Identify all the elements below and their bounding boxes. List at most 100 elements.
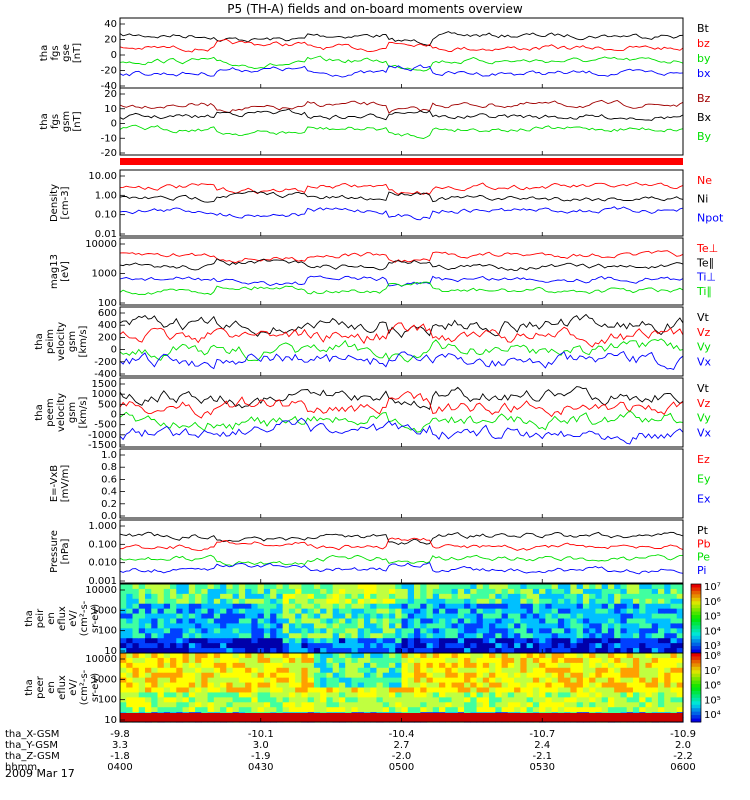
heatmap-cell	[532, 667, 540, 674]
heatmap-cell	[657, 643, 665, 649]
heatmap-cell	[476, 707, 484, 713]
heatmap-cell	[145, 682, 152, 689]
heatmap-cell	[407, 707, 415, 713]
y-axis-label-line: eflux	[57, 606, 68, 631]
heatmap-cell	[245, 682, 252, 689]
heatmap-cell	[651, 667, 659, 674]
heatmap-cell	[270, 697, 277, 703]
heatmap-cell	[245, 702, 252, 708]
heatmap-cell	[489, 623, 496, 629]
legend-Ey: Ey	[697, 473, 711, 486]
heatmap-cell	[301, 667, 309, 674]
orbit-value: 2.0	[675, 740, 691, 751]
heatmap-cell	[151, 662, 159, 669]
heatmap-cell	[157, 677, 165, 684]
heatmap-cell	[470, 672, 478, 679]
panel-frame	[119, 448, 684, 519]
heatmap-cell	[564, 657, 571, 664]
heatmap-cell	[251, 628, 259, 634]
y-axis-label: thafgsgsm[nT]	[39, 111, 83, 132]
heatmap-cell	[345, 593, 353, 600]
heatmap-cell	[639, 608, 647, 615]
heatmap-cell	[526, 623, 534, 629]
heatmap-cell	[576, 662, 584, 669]
heatmap-cell	[564, 707, 571, 713]
heatmap-cell	[439, 584, 446, 590]
heatmap-cell	[507, 702, 515, 708]
heatmap-cell	[257, 588, 265, 595]
heatmap-cell	[432, 657, 440, 664]
y-axis-label-line: [nPa]	[60, 538, 71, 564]
heatmap-cell	[370, 603, 378, 610]
heatmap-cell	[151, 623, 159, 629]
heatmap-cell	[651, 697, 659, 703]
heatmap-cell	[201, 648, 209, 654]
heatmap-cell	[595, 643, 603, 649]
heatmap-cell	[332, 633, 340, 639]
heatmap-cell	[195, 657, 202, 664]
heatmap-cell	[570, 662, 578, 669]
heatmap-cell	[195, 702, 202, 708]
heatmap-cell	[451, 692, 459, 698]
heatmap-cell	[232, 687, 240, 694]
heatmap-cell	[345, 628, 353, 634]
heatmap-cell	[320, 692, 328, 698]
heatmap-cell	[388, 603, 396, 610]
heatmap-cell	[489, 707, 496, 713]
legend-Vx: Vx	[697, 355, 712, 368]
heatmap-cell	[407, 677, 415, 684]
series-line-Npot	[119, 206, 684, 221]
heatmap-cell	[482, 667, 490, 674]
y-tick-label: -40	[101, 81, 117, 92]
heatmap-cell	[170, 657, 177, 664]
heatmap-cell	[601, 672, 609, 679]
heatmap-cell	[520, 648, 528, 654]
heatmap-cell	[514, 707, 521, 713]
heatmap-cell	[270, 687, 277, 694]
heatmap-cell	[432, 697, 440, 703]
heatmap-cell	[514, 618, 521, 625]
heatmap-cell	[482, 682, 490, 689]
heatmap-cell	[476, 584, 484, 590]
heatmap-cell	[495, 667, 503, 674]
heatmap-cell	[163, 638, 171, 644]
heatmap-cell	[489, 653, 496, 659]
heatmap-cell	[432, 648, 440, 654]
heatmap-cell	[632, 677, 640, 684]
heatmap-cell	[507, 682, 515, 689]
heatmap-cell	[163, 687, 171, 694]
heatmap-cell	[457, 657, 465, 664]
heatmap-cell	[245, 633, 252, 639]
heatmap-cell	[301, 677, 309, 684]
heatmap-cell	[157, 638, 165, 644]
heatmap-cell	[138, 667, 146, 674]
heatmap-cell	[457, 702, 465, 708]
heatmap-cell	[632, 623, 640, 629]
series-line-Ti∥	[119, 281, 684, 296]
heatmap-cell	[614, 584, 622, 590]
heatmap-cell	[426, 707, 434, 713]
heatmap-cell	[363, 697, 371, 703]
heatmap-cell	[188, 618, 196, 625]
heatmap-cell	[351, 593, 359, 600]
heatmap-cell	[357, 608, 365, 615]
heatmap-cell	[407, 598, 415, 605]
heatmap-cell	[132, 603, 140, 610]
heatmap-cell	[270, 662, 277, 669]
heatmap-cell	[320, 593, 328, 600]
heatmap-cell	[388, 707, 396, 713]
heatmap-cell	[326, 657, 334, 664]
heatmap-cell	[620, 643, 628, 649]
heatmap-cell	[170, 613, 177, 620]
heatmap-cell	[332, 662, 340, 669]
heatmap-cell	[626, 677, 634, 684]
heatmap-cell	[670, 662, 678, 669]
heatmap-cell	[432, 692, 440, 698]
heatmap-cell	[351, 603, 359, 610]
heatmap-cell	[220, 707, 227, 713]
heatmap-cell	[126, 623, 134, 629]
heatmap-cell	[301, 672, 309, 679]
heatmap-cell	[651, 707, 659, 713]
